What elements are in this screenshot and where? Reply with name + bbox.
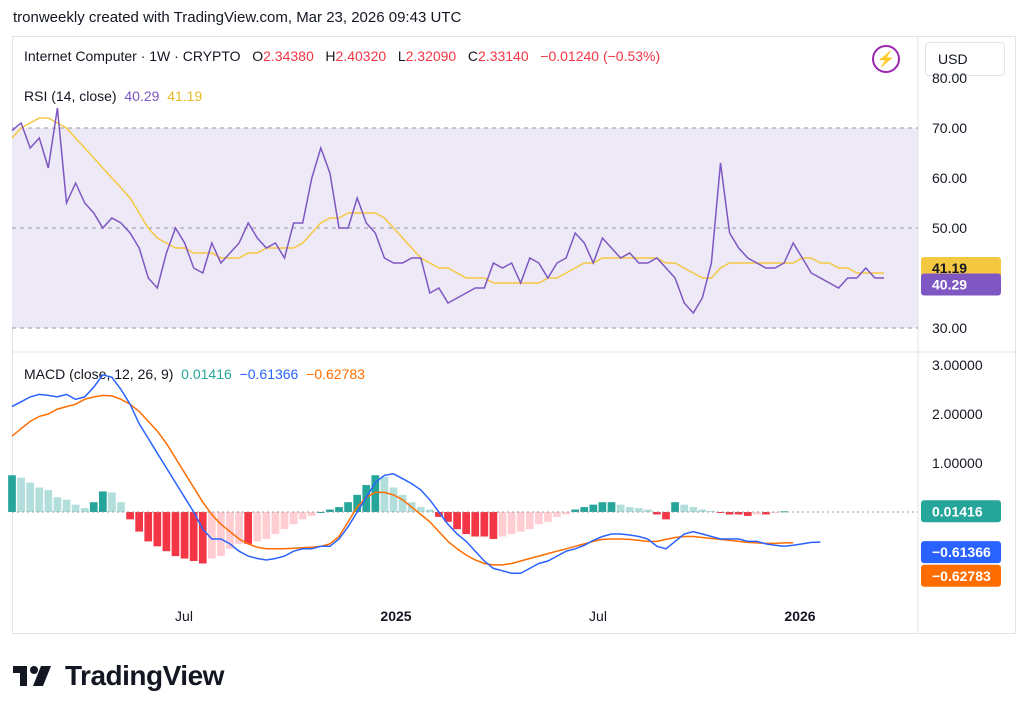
macd-legend-macd: −0.61366: [239, 366, 299, 382]
rsi-legend-value: 40.29: [124, 88, 160, 104]
rsi-legend[interactable]: RSI (14, close) 40.29 41.19: [24, 88, 202, 104]
symbol-title[interactable]: Internet Computer · 1W · CRYPTO: [24, 48, 241, 64]
open-value: 2.34380: [263, 48, 314, 64]
high-label: H: [325, 48, 336, 64]
macd-legend-label: MACD (close, 12, 26, 9): [24, 366, 174, 382]
macd-legend-hist: 0.01416: [181, 366, 232, 382]
low-value: 2.32090: [405, 48, 457, 64]
tradingview-logo[interactable]: TradingView: [13, 660, 224, 692]
rsi-legend-ma-value: 41.19: [167, 88, 203, 104]
low-label: L: [397, 48, 406, 64]
currency-selector[interactable]: USD: [925, 42, 1005, 76]
symbol-header: Internet Computer · 1W · CRYPTO O2.34380…: [24, 48, 660, 64]
high-value: 2.40320: [335, 48, 387, 64]
macd-legend[interactable]: MACD (close, 12, 26, 9) 0.01416 −0.61366…: [24, 366, 365, 382]
close-value: 2.33140: [478, 48, 529, 64]
chart-caption: tronweekly created with TradingView.com,…: [13, 9, 462, 26]
tradingview-wordmark: TradingView: [65, 660, 224, 691]
close-label: C: [467, 48, 479, 64]
macd-legend-signal: −0.62783: [306, 366, 365, 382]
flash-icon[interactable]: ⚡: [872, 45, 900, 73]
rsi-legend-label: RSI (14, close): [24, 88, 117, 104]
change-value: −0.01240 (−0.53%): [540, 48, 661, 64]
chart-frame: [12, 36, 1016, 634]
open-label: O: [252, 48, 264, 64]
tradingview-logo-icon: [13, 666, 51, 686]
